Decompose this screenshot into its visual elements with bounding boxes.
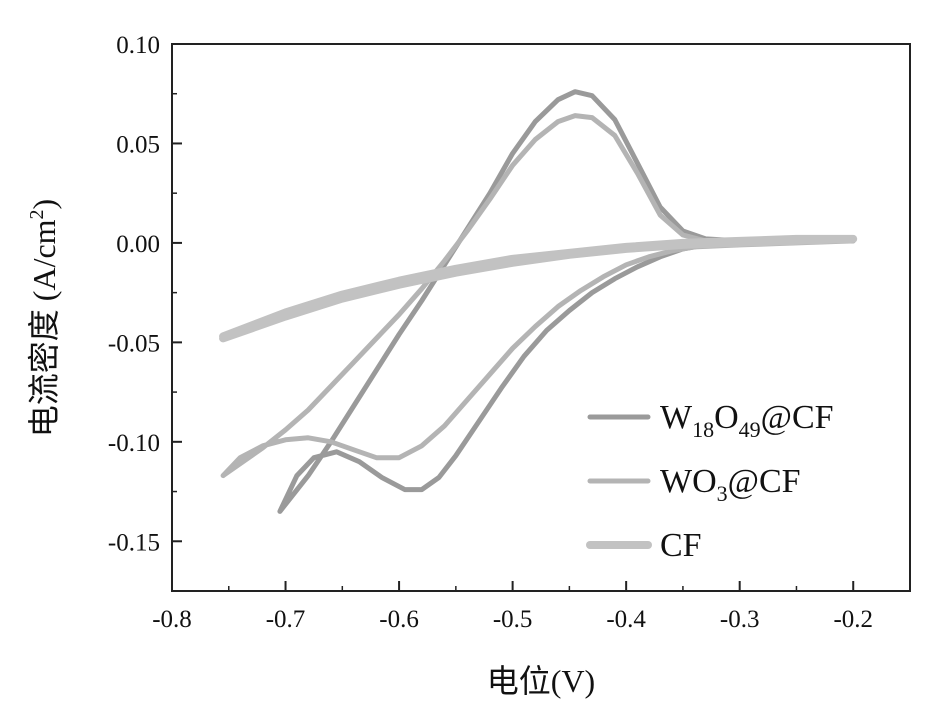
x-axis-title: 电位(V) [487,663,595,699]
y-tick-label: 0.10 [116,32,160,59]
y-tick-label: 0.00 [116,231,160,258]
y-axis-title-end: ) [26,199,62,210]
series-line-cf [219,234,858,343]
legend: W18O49@CF WO3@CF CF [586,399,834,564]
y-tick-label: -0.15 [108,529,160,556]
y-axis-title-main: 电流密度 (A/cm [26,219,62,437]
y-tick-label: -0.10 [108,430,160,457]
y-tick-label: 0.05 [116,131,160,158]
x-tick-label: -0.2 [833,606,873,633]
y-axis-title-sup: 2 [26,209,48,219]
x-tick-label: -0.7 [266,606,306,633]
y-axis-title: 电流密度 (A/cm2) [26,199,62,437]
x-tick-label: -0.4 [606,606,646,633]
x-axis: -0.8 -0.7 -0.6 -0.5 -0.4 -0.3 -0.2 [152,581,873,633]
legend-label: CF [660,527,702,564]
y-tick-label: -0.05 [108,330,160,357]
x-tick-label: -0.5 [493,606,533,633]
series-layer [219,89,858,514]
legend-label: WO3@CF [660,463,801,506]
x-tick-label: -0.8 [152,606,192,633]
x-tick-label: -0.3 [720,606,760,633]
legend-label: W18O49@CF [660,399,834,442]
plot-frame [171,43,911,592]
y-axis: 0.10 0.05 0.00 -0.05 -0.10 -0.15 [108,32,182,556]
x-tick-label: -0.6 [379,606,419,633]
